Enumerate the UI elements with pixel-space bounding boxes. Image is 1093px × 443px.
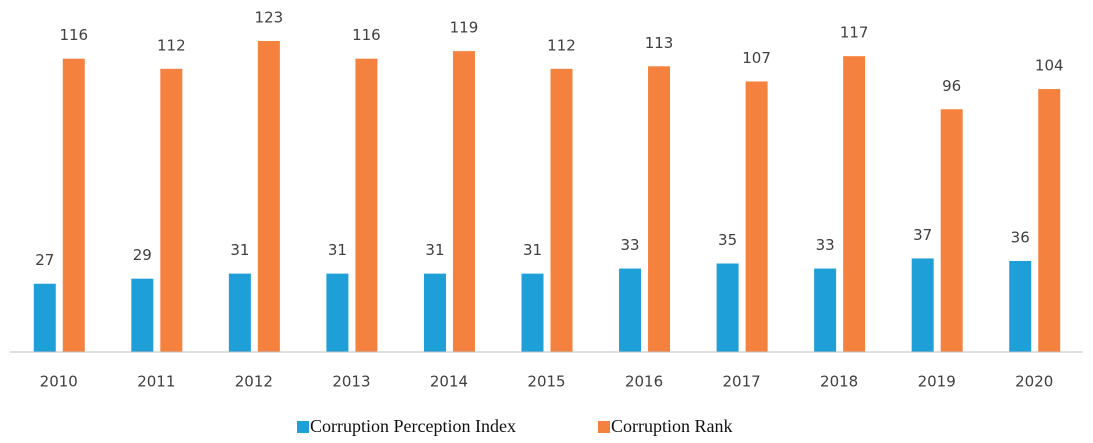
bar: [355, 58, 378, 352]
x-tick-label: 2010: [40, 373, 78, 391]
data-label: 31: [523, 241, 542, 259]
data-label: 29: [133, 246, 152, 264]
bar: [257, 41, 280, 352]
data-label: 112: [157, 36, 186, 54]
bar: [648, 66, 671, 353]
data-label: 104: [1035, 57, 1064, 75]
bar: [521, 273, 544, 352]
bar: [452, 51, 475, 352]
x-tick-label: 2011: [137, 373, 175, 391]
data-label: 119: [450, 19, 479, 37]
data-label: 116: [59, 26, 88, 44]
data-label: 117: [840, 24, 869, 42]
x-tick-label: 2018: [820, 373, 858, 391]
x-tick-label: 2020: [1015, 373, 1053, 391]
data-label: 37: [913, 226, 932, 244]
data-label: 112: [547, 36, 576, 54]
bar: [228, 273, 251, 352]
x-tick-label: 2016: [625, 373, 663, 391]
data-label: 31: [328, 241, 347, 259]
bar: [814, 268, 837, 352]
bar: [33, 283, 56, 352]
legend-swatch: [598, 421, 610, 433]
bar: [940, 109, 963, 352]
data-label: 36: [1011, 228, 1030, 246]
bar: [843, 56, 866, 353]
bar: [1038, 89, 1061, 352]
x-tick-label: 2017: [722, 373, 760, 391]
bar: [326, 273, 349, 352]
data-label: 35: [718, 231, 737, 249]
bar: [716, 263, 739, 352]
legend-swatch: [297, 421, 309, 433]
data-label: 123: [255, 9, 284, 27]
x-tick-label: 2012: [235, 373, 273, 391]
bar: [131, 278, 154, 352]
data-label: 31: [230, 241, 249, 259]
bar: [1009, 260, 1032, 352]
bar: [160, 68, 183, 352]
data-label: 27: [35, 251, 54, 269]
x-tick-label: 2019: [918, 373, 956, 391]
legend-label: Corruption Rank: [611, 416, 733, 436]
x-tick-label: 2014: [430, 373, 468, 391]
bar: [550, 68, 573, 352]
data-label: 33: [620, 236, 639, 254]
bar: [619, 268, 642, 352]
bar: [745, 81, 768, 352]
bar: [423, 273, 446, 352]
x-tick-label: 2013: [332, 373, 370, 391]
data-label: 31: [425, 241, 444, 259]
data-label: 96: [942, 77, 961, 95]
bar: [62, 58, 85, 352]
legend-label: Corruption Perception Index: [310, 416, 516, 436]
data-label: 116: [352, 26, 381, 44]
bar: [911, 258, 934, 352]
data-label: 113: [645, 34, 674, 52]
x-tick-label: 2015: [527, 373, 565, 391]
data-label: 33: [816, 236, 835, 254]
data-label: 107: [742, 49, 771, 67]
